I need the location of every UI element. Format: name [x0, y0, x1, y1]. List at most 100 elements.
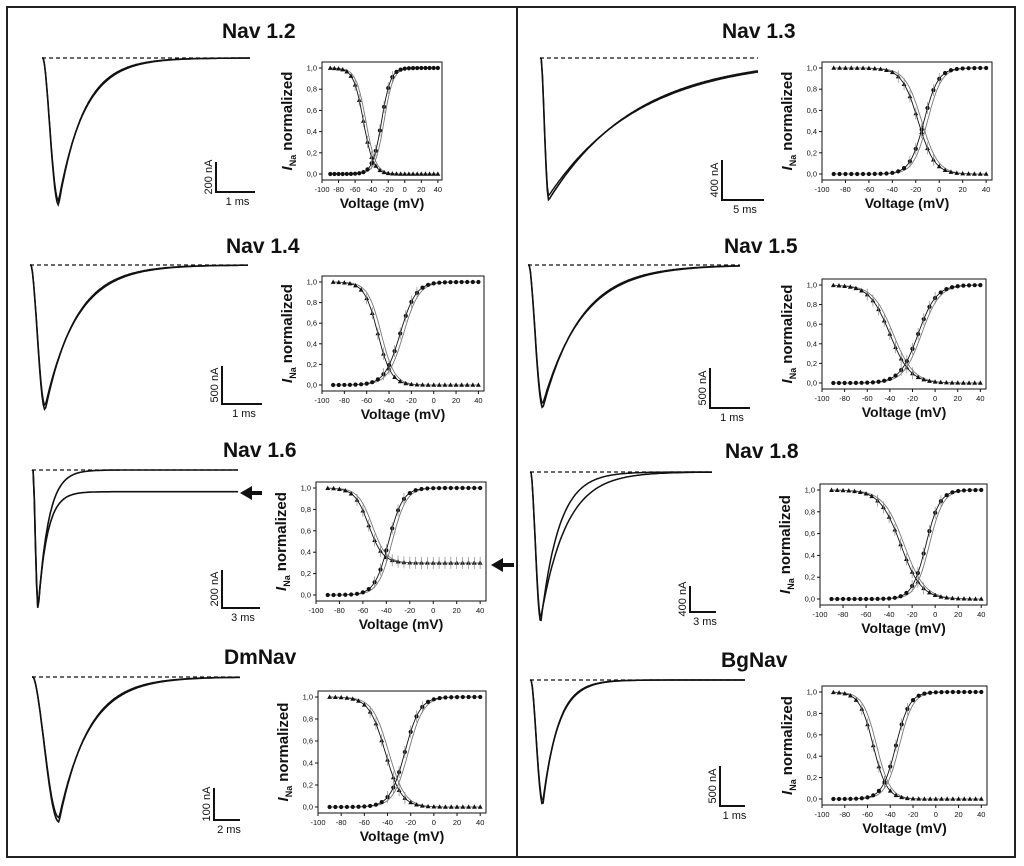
scale-bar-nav14 [221, 366, 262, 405]
fit-curve-activation-nav12 [330, 67, 438, 175]
data-point-activation-bgnav [928, 690, 933, 695]
data-point-activation-dmnav [362, 804, 367, 809]
panel-title-nav14: Nav 1.4 [226, 235, 300, 258]
data-point-activation-nav15 [938, 290, 943, 295]
y-tick-label-nav18: 0,0 [805, 595, 815, 604]
data-point-activation-nav15 [887, 376, 892, 381]
data-point-activation-nav12 [415, 65, 420, 71]
data-point-inactivation-nav18 [852, 488, 857, 494]
data-point-activation-nav15 [831, 380, 836, 386]
data-point-activation-nav14 [353, 382, 358, 387]
scale-time-label-nav12: 1 ms [226, 196, 250, 208]
panel-title-nav18: Nav 1.8 [725, 440, 799, 463]
data-point-inactivation-nav13 [854, 65, 860, 70]
y-tick-label-nav12: 0,8 [307, 85, 317, 94]
data-point-activation-nav16 [419, 486, 424, 492]
y-tick-label-nav12: 0,6 [307, 106, 317, 115]
y-tick-label-bgnav: 0,6 [807, 730, 817, 739]
data-point-activation-nav16 [325, 592, 330, 598]
data-point-activation-bgnav [831, 796, 836, 802]
x-tick-label-dmnav: -80 [336, 818, 347, 827]
data-point-inactivation-dmnav [419, 803, 425, 808]
y-axis-label-bgnav: INanormalized [779, 696, 798, 795]
x-tick-label-nav13: -40 [887, 185, 898, 194]
data-point-activation-nav15 [870, 380, 875, 385]
data-point-activation-nav14 [437, 280, 442, 285]
x-tick-label-nav13: 20 [959, 185, 967, 194]
data-point-activation-dmnav [344, 804, 350, 810]
data-point-inactivation-nav12 [385, 170, 391, 176]
x-axis-label-nav16: Voltage (mV) [359, 616, 444, 632]
data-point-inactivation-nav18 [978, 596, 984, 601]
data-point-activation-bgnav [916, 693, 921, 698]
data-point-inactivation-nav12 [414, 171, 420, 176]
data-point-inactivation-nav13 [972, 171, 977, 176]
current-trace-nav12-b [41, 57, 250, 203]
data-point-activation-nav16 [407, 490, 412, 496]
fit-curve-inactivation-nav14 [333, 281, 479, 386]
fit-curve-inactivation-nav18 [831, 489, 982, 600]
data-point-activation-nav15 [972, 283, 977, 288]
data-point-activation-nav16 [437, 485, 442, 491]
data-point-activation-nav14 [453, 279, 459, 285]
x-axis-label-nav14: Voltage (mV) [361, 406, 446, 422]
scale-time-label-nav18: 3 ms [693, 616, 717, 628]
data-point-activation-dmnav [431, 697, 436, 702]
plot-frame-nav14 [321, 275, 485, 392]
data-point-inactivation-bgnav [927, 796, 933, 801]
data-point-activation-bgnav [842, 796, 847, 802]
data-point-activation-nav14 [459, 279, 464, 285]
data-point-inactivation-nav18 [869, 493, 875, 499]
data-point-inactivation-nav16 [337, 486, 342, 491]
x-tick-label-nav13: 0 [937, 185, 941, 194]
data-point-inactivation-nav12 [348, 73, 354, 78]
data-point-activation-nav13 [831, 171, 836, 177]
data-point-inactivation-nav12 [431, 171, 437, 176]
y-tick-label-bgnav: 0,4 [807, 752, 817, 761]
x-tick-label-nav14: 0 [432, 396, 436, 405]
data-point-activation-bgnav [865, 795, 870, 800]
x-tick-label-nav12: 40 [434, 185, 442, 194]
data-point-activation-nav18 [973, 487, 978, 493]
data-point-activation-bgnav [871, 793, 876, 798]
data-point-activation-bgnav [939, 690, 944, 695]
y-tick-label-dmnav: 0,6 [303, 737, 313, 746]
x-tick-label-nav15: -20 [907, 394, 918, 403]
y-tick-label-nav15: 0,4 [807, 339, 817, 348]
data-point-activation-nav12 [406, 66, 411, 71]
data-point-activation-nav13 [943, 70, 948, 76]
data-point-inactivation-bgnav [836, 690, 842, 695]
x-tick-label-nav18: 20 [954, 610, 962, 619]
data-point-activation-nav13 [978, 65, 983, 71]
y-tick-label-nav13: 0,8 [807, 85, 817, 94]
data-point-inactivation-nav12 [381, 169, 387, 175]
x-tick-label-nav14: -40 [384, 396, 395, 405]
data-point-inactivation-bgnav [939, 796, 944, 801]
x-tick-label-nav15: -40 [884, 394, 895, 403]
y-axis-label-dmnav: INanormalized [275, 703, 294, 802]
data-point-activation-nav12 [394, 69, 399, 74]
fit-curve-inactivation-nav14 [333, 281, 479, 386]
y-tick-label-nav14: 0,0 [307, 381, 317, 390]
data-point-activation-nav16 [425, 486, 430, 491]
x-tick-label-nav18: -80 [838, 610, 849, 619]
x-tick-label-nav12: -60 [350, 185, 361, 194]
data-point-activation-nav16 [472, 485, 477, 491]
data-point-inactivation-nav14 [453, 382, 459, 387]
x-tick-label-nav18: -20 [907, 610, 918, 619]
x-tick-label-nav16: -60 [357, 606, 368, 615]
data-point-activation-dmnav [443, 695, 448, 700]
data-point-inactivation-nav12 [373, 163, 379, 168]
fit-curve-activation-nav14 [333, 281, 479, 386]
y-tick-label-nav16: 0,0 [301, 591, 311, 600]
data-point-inactivation-nav13 [977, 171, 983, 176]
data-point-inactivation-nav14 [448, 382, 453, 387]
data-point-inactivation-nav16 [331, 485, 336, 491]
current-trace-nav16-b [31, 469, 238, 606]
x-tick-label-nav12: 0 [403, 185, 407, 194]
y-tick-label-nav15: 0,2 [807, 359, 817, 368]
panel-title-bgnav: BgNav [721, 649, 788, 672]
data-point-inactivation-bgnav [950, 796, 956, 801]
data-point-inactivation-nav14 [425, 382, 431, 387]
